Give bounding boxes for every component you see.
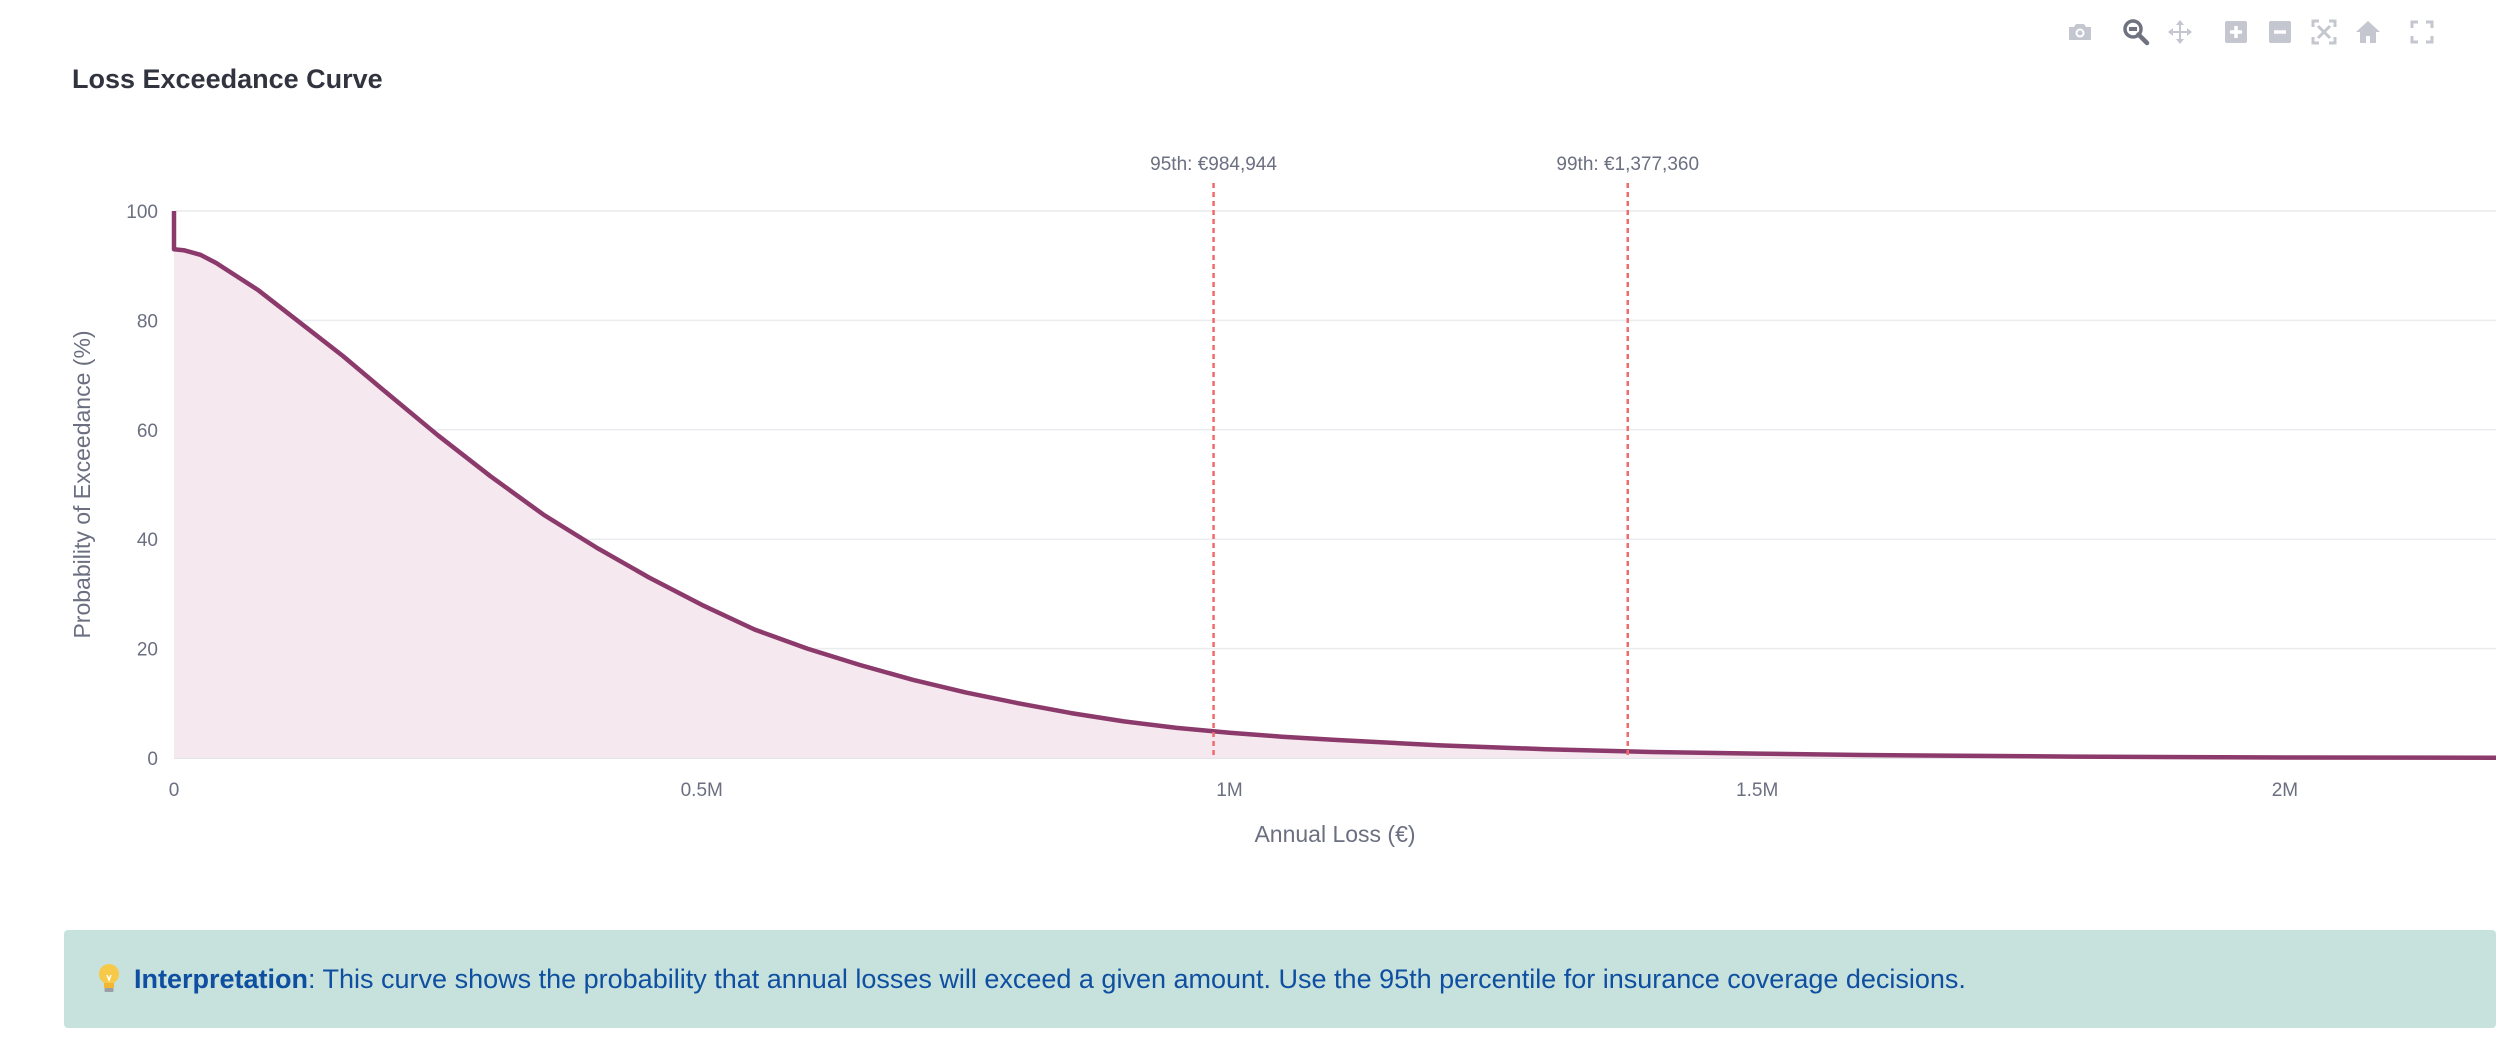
x-axis-title: Annual Loss (€) <box>1254 821 1415 847</box>
y-tick-label: 20 <box>137 640 158 661</box>
y-tick-label: 60 <box>137 421 158 442</box>
fullscreen-icon[interactable] <box>2404 14 2440 50</box>
zoom-in-icon[interactable] <box>2218 14 2254 50</box>
interpretation-alert: Interpretation: This curve shows the pro… <box>64 930 2496 1028</box>
percentile-annotation: 99th: €1,377,360 <box>1556 154 1699 175</box>
chart-title: Loss Exceedance Curve <box>72 64 383 94</box>
y-tick-label: 80 <box>137 311 158 332</box>
home-icon[interactable] <box>2350 14 2386 50</box>
exceedance-curve-line <box>171 211 2497 760</box>
x-tick-label: 0 <box>169 780 180 801</box>
percentile-lines: 95th: €984,944 99th: €1,377,360 <box>1150 154 1699 758</box>
interpretation-body: : This curve shows the probability that … <box>308 963 1966 994</box>
lightbulb-icon <box>96 962 122 996</box>
interpretation-label: Interpretation <box>134 963 309 994</box>
zoom-icon[interactable] <box>2118 14 2154 50</box>
x-tick-label: 0.5M <box>681 780 723 801</box>
pan-icon[interactable] <box>2162 14 2198 50</box>
interpretation-text: Interpretation: This curve shows the pro… <box>134 964 1966 995</box>
x-tick-label: 2M <box>2272 780 2298 801</box>
chart-modebar <box>2062 14 2482 50</box>
exceedance-area-fill <box>174 211 2496 758</box>
x-tick-label: 1M <box>1216 780 1242 801</box>
y-tick-label: 100 <box>126 202 158 223</box>
loss-exceedance-chart[interactable]: 95th: €984,944 99th: €1,377,360 0 20 40 60 80… <box>0 0 2500 900</box>
tick-labels: 0 20 40 60 80 100 0 0.5M 1M 1.5M 2M <box>126 202 2298 801</box>
y-tick-label: 40 <box>137 530 158 551</box>
zoom-out-icon[interactable] <box>2262 14 2298 50</box>
y-tick-label: 0 <box>147 749 158 770</box>
x-tick-label: 1.5M <box>1736 780 1778 801</box>
y-axis-title: Probability of Exceedance (%) <box>69 330 95 638</box>
camera-icon[interactable] <box>2062 14 2098 50</box>
autoscale-icon[interactable] <box>2306 14 2342 50</box>
plot-area <box>171 211 2497 760</box>
percentile-annotation: 95th: €984,944 <box>1150 154 1277 175</box>
